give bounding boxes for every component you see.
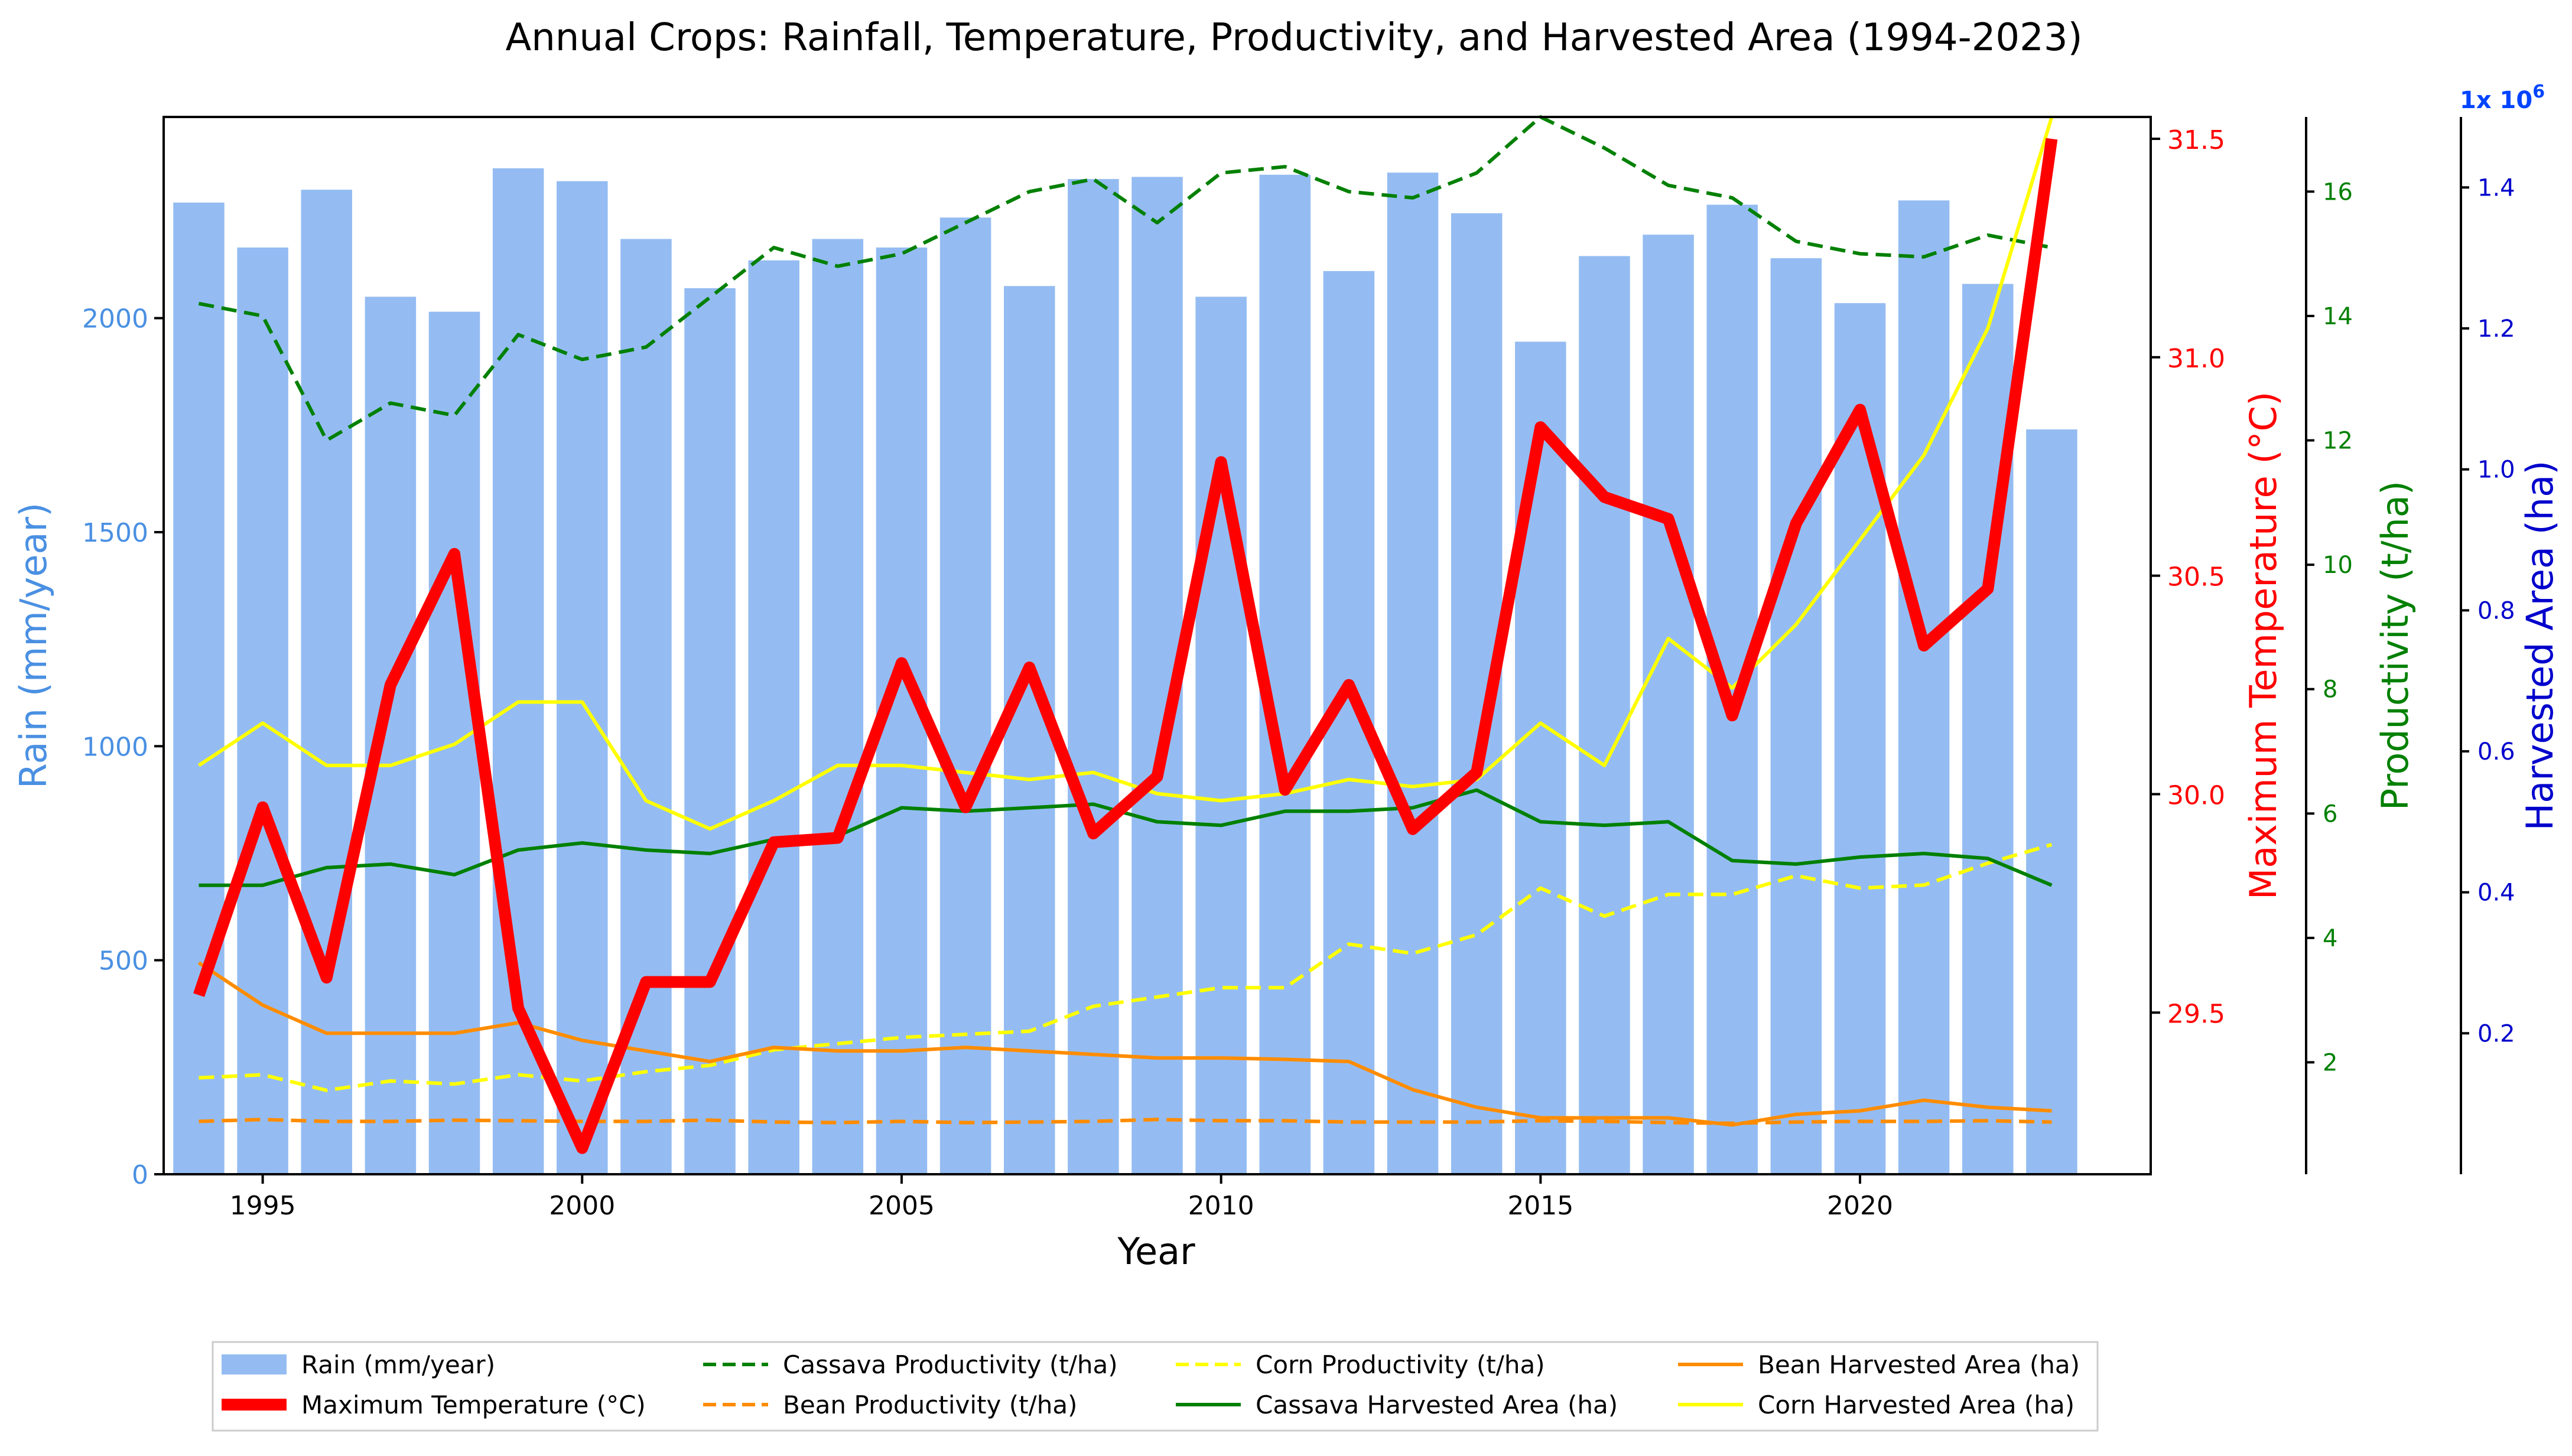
x-tick-label: 2020 bbox=[1827, 1191, 1893, 1221]
productivity-tick-label: 14 bbox=[2323, 303, 2353, 330]
harvested-area-tick-label: 0.6 bbox=[2477, 738, 2515, 766]
chart-title: Annual Crops: Rainfall, Temperature, Pro… bbox=[505, 16, 2082, 60]
rain-bar bbox=[1898, 200, 1950, 1174]
rain-bar bbox=[939, 217, 991, 1174]
legend-label: Cassava Productivity (t/ha) bbox=[783, 1350, 1118, 1379]
rain-bar bbox=[301, 190, 352, 1175]
cassava-harvested-area-line bbox=[199, 788, 2053, 887]
harvested-area-tick-label: 1.4 bbox=[2477, 174, 2515, 201]
temperature-tick-label: 29.5 bbox=[2167, 999, 2225, 1029]
x-tick-label: 2005 bbox=[869, 1191, 935, 1221]
temperature-tick-label: 31.5 bbox=[2167, 125, 2225, 155]
harvested-area-tick-label: 0.2 bbox=[2477, 1020, 2515, 1047]
maximum-temperature-line bbox=[193, 138, 2058, 1154]
rain-bar bbox=[748, 260, 799, 1174]
rain-bar bbox=[173, 202, 225, 1175]
rain-bar bbox=[1387, 172, 1439, 1174]
rain-bar bbox=[365, 297, 417, 1175]
legend-label: Bean Harvested Area (ha) bbox=[1758, 1350, 2080, 1379]
legend-label: Maximum Temperature (°C) bbox=[301, 1390, 646, 1419]
rain-tick-label: 2000 bbox=[82, 304, 148, 334]
rain-bar bbox=[237, 247, 288, 1175]
productivity-tick-label: 10 bbox=[2323, 552, 2353, 579]
multiplier-base: 1x 10 bbox=[2460, 87, 2532, 114]
productivity-tick-label: 16 bbox=[2323, 178, 2353, 206]
rain-bar bbox=[812, 239, 864, 1174]
multiplier-exponent: 6 bbox=[2532, 82, 2545, 102]
productivity-tick-label: 2 bbox=[2323, 1049, 2337, 1076]
series-lines bbox=[193, 115, 2058, 1154]
temperature-tick-label: 30.5 bbox=[2167, 562, 2225, 592]
rain-bar bbox=[2026, 429, 2077, 1174]
rain-bar bbox=[684, 288, 736, 1174]
rain-tick-label: 1500 bbox=[82, 518, 148, 548]
rain-bar bbox=[1068, 179, 1119, 1175]
x-tick-label: 2000 bbox=[549, 1191, 615, 1221]
rain-axis-label: Rain (mm/year) bbox=[12, 503, 55, 789]
x-tick-label: 1995 bbox=[230, 1191, 296, 1221]
bean-harvested-area-line bbox=[197, 961, 2052, 1127]
corn-productivity-line bbox=[199, 843, 2053, 1092]
legend-box bbox=[212, 1341, 2099, 1432]
rain-bar bbox=[1962, 284, 2014, 1174]
harvested-area-multiplier: 1x 106 bbox=[2460, 82, 2545, 114]
productivity-tick-label: 6 bbox=[2323, 800, 2337, 828]
harvested-area-tick-label: 0.8 bbox=[2477, 597, 2515, 624]
legend-label: Rain (mm/year) bbox=[301, 1350, 495, 1379]
temperature-tick-label: 30.0 bbox=[2167, 780, 2225, 810]
harvested-area-axis-label: Harvested Area (ha) bbox=[2518, 461, 2561, 831]
legend-label: Cassava Harvested Area (ha) bbox=[1256, 1390, 1618, 1419]
x-axis-label: Year bbox=[1117, 1230, 1195, 1273]
cassava-productivity-line bbox=[198, 115, 2052, 442]
legend: Rain (mm/year) Cassava Productivity (t/ha… bbox=[212, 1341, 2099, 1432]
productivity-tick-label: 4 bbox=[2323, 925, 2337, 952]
legend-swatch bbox=[222, 1354, 287, 1374]
rain-bar bbox=[557, 181, 608, 1174]
harvested-area-tick-label: 1.0 bbox=[2477, 457, 2515, 484]
axes: 1995 2000 2005 2010 2015 2020 0 500 1000 1500 2000… bbox=[82, 117, 2515, 1221]
rain-tick-label: 1000 bbox=[82, 732, 148, 762]
productivity-tick-label: 8 bbox=[2323, 676, 2337, 703]
rain-bar bbox=[1643, 234, 1694, 1174]
legend-label: Bean Productivity (t/ha) bbox=[783, 1390, 1077, 1419]
x-tick-label: 2015 bbox=[1507, 1191, 1573, 1221]
legend-label: Corn Harvested Area (ha) bbox=[1758, 1390, 2074, 1419]
temperature-axis-label: Maximum Temperature (°C) bbox=[2242, 392, 2285, 900]
plot-frame bbox=[162, 116, 2152, 1175]
rain-bar bbox=[1770, 258, 1822, 1175]
rain-bar bbox=[1515, 341, 1566, 1174]
rain-tick-label: 0 bbox=[132, 1160, 148, 1190]
rain-bar bbox=[1579, 256, 1630, 1174]
x-tick-label: 2010 bbox=[1188, 1191, 1254, 1221]
legend-label: Corn Productivity (t/ha) bbox=[1256, 1350, 1545, 1379]
productivity-axis-label: Productivity (t/ha) bbox=[2373, 481, 2417, 810]
rain-bar bbox=[1195, 297, 1247, 1175]
productivity-tick-label: 12 bbox=[2323, 428, 2353, 455]
temperature-tick-label: 31.0 bbox=[2167, 344, 2225, 374]
harvested-area-tick-label: 0.4 bbox=[2477, 880, 2515, 907]
harvested-area-tick-label: 1.2 bbox=[2477, 315, 2515, 343]
rain-tick-label: 500 bbox=[99, 946, 148, 976]
